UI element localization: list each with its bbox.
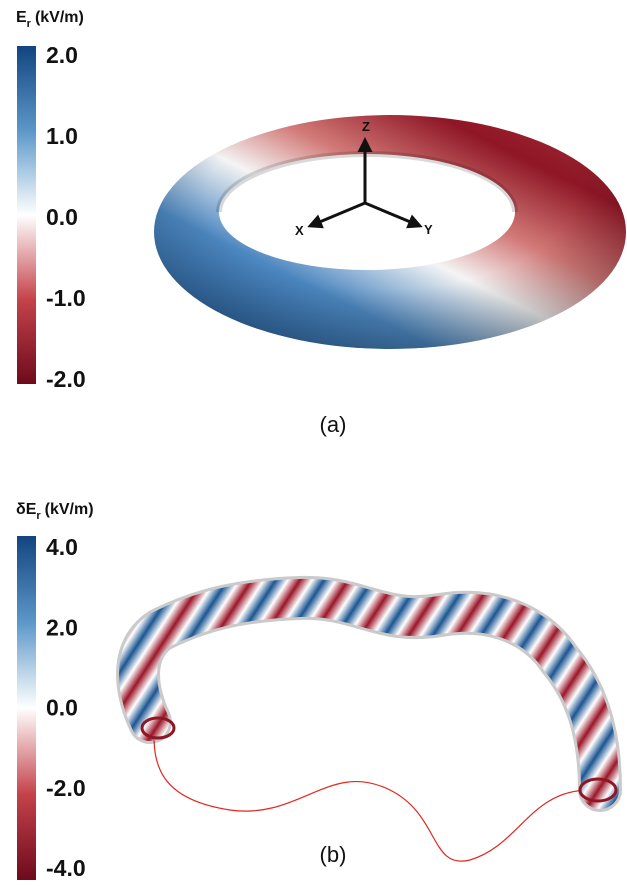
colorbar-subscript: r — [27, 18, 32, 30]
panel-caption: (b) — [320, 842, 347, 867]
colorbar-subscript: r — [36, 510, 41, 522]
colorbar-title: Er (kV/m) — [16, 9, 84, 30]
colorbar-tick-label: -2.0 — [46, 775, 86, 801]
torus — [154, 115, 626, 349]
colorbar-tick-label: -4.0 — [46, 855, 86, 881]
colorbar-symbol: δE — [16, 501, 37, 518]
twisted-tube — [116, 575, 622, 812]
panel-caption: (a) — [320, 412, 347, 437]
colorbar-tick-label: 4.0 — [46, 534, 78, 560]
colorbar-symbol: E — [16, 9, 27, 26]
colorbar-tick-label: 1.0 — [46, 123, 78, 149]
axis-z-label: Z — [362, 119, 370, 134]
colorbar-tick-label: 0.0 — [46, 204, 78, 230]
colorbar — [17, 46, 36, 384]
axis-x-label: X — [295, 223, 304, 238]
colorbar-tick-label: -1.0 — [46, 285, 86, 311]
axes-glyph — [307, 137, 423, 229]
field-line — [153, 721, 591, 862]
colorbar-tick-label: 2.0 — [46, 614, 78, 640]
axis-y-label: Y — [424, 222, 433, 237]
colorbar-tick-label: 2.0 — [46, 42, 78, 68]
colorbar-title: δEr (kV/m) — [16, 501, 94, 522]
colorbar-tick-label: 0.0 — [46, 695, 78, 721]
colorbar-unit: (kV/m) — [35, 9, 84, 26]
colorbar — [17, 536, 36, 880]
colorbar-tick-label: -2.0 — [46, 366, 86, 392]
colorbar-unit: (kV/m) — [45, 501, 94, 518]
